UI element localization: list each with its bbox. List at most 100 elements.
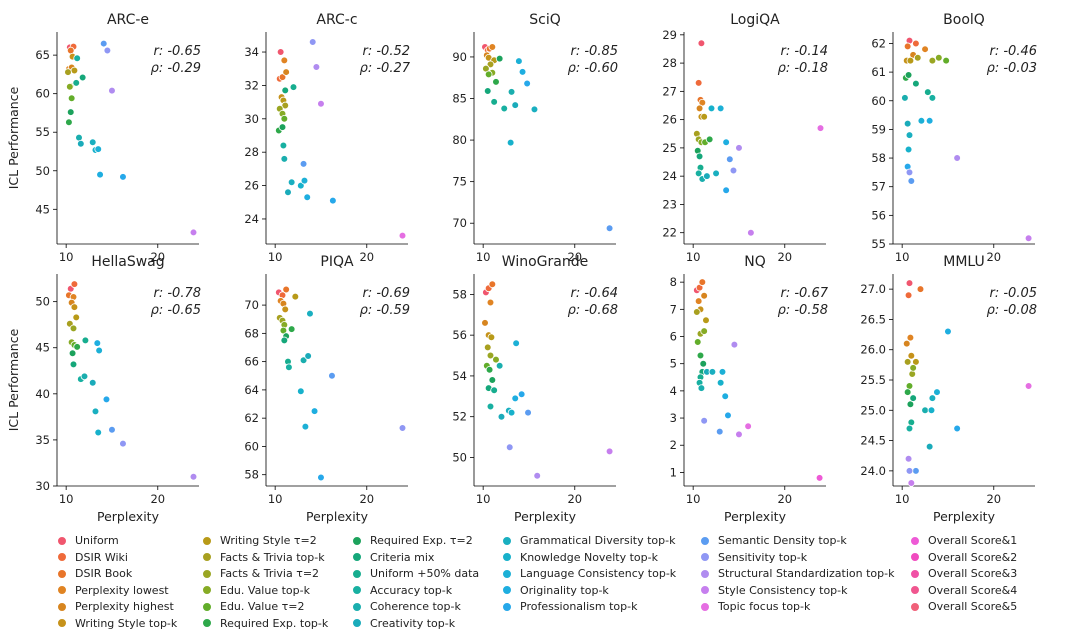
data-point [94,428,103,437]
y-tick-label: 62 [244,411,259,425]
data-point [75,133,83,142]
data-point [605,447,614,456]
legend-label: Overall Score&1 [928,534,1018,547]
data-point [716,378,725,387]
data-point [708,368,717,376]
legend-label: Criteria mix [370,550,435,564]
data-point [905,279,914,287]
data-point [505,443,514,452]
legend-label: Writing Style τ=2 [220,534,317,547]
data-point [904,454,913,463]
x-axis-label: Perplexity [514,509,577,524]
spearman-rho-label: ρ: -0.08 [987,303,1037,318]
data-point [928,394,937,402]
legend-marker [502,552,512,562]
y-tick-label: 54 [452,369,467,383]
data-point [906,56,915,65]
data-point [726,155,734,164]
panel-piqa: PIQA 58 60 62 64 66 68 70 10 20 r: -0.69 ρ: -0.59 Pe… [244,254,410,524]
data-point [299,356,308,365]
spearman-rho-label: ρ: -0.29 [151,61,201,76]
panel-arc-e: ARC-e 45 50 55 60 65 10 20 r: -0.65 ρ: -0.29 ICL P… [6,12,201,264]
data-point [73,343,81,351]
data-point [925,442,934,451]
pearson-r-label: r: -0.52 [363,44,411,59]
data-point [1024,382,1033,390]
y-tick-label: 40 [35,387,50,401]
panel-boolq: BoolQ 55 56 57 58 59 60 61 62 10 20 r: -0.46 ρ: -0.0… [871,12,1037,264]
data-point [694,297,703,305]
data-point [280,56,289,65]
data-point [282,68,290,76]
y-tick-label: 24.0 [860,464,886,478]
data-point [303,193,312,202]
legend-item: Perplexity lowest [57,582,169,599]
y-tick-label: 57 [871,180,886,194]
y-tick-label: 70 [452,216,467,230]
legend-label: Topic focus top-k [718,600,811,613]
panel-title: PIQA [320,254,354,270]
data-point [944,327,952,336]
data-point [530,105,539,114]
y-tick-label: 62 [871,36,886,50]
panel-nq: NQ 1 2 3 4 5 6 7 8 10 20 r: -0.67 ρ: -0.58 Perplexity [670,254,829,524]
data-point [722,186,730,195]
y-tick-label: 26 [662,113,677,127]
legend-label: Semantic Density top-k [718,534,847,547]
y-tick-label: 50 [35,295,50,309]
y-tick-label: 28 [662,56,677,70]
y-tick-label: 58 [452,287,467,301]
legend-marker [57,552,67,562]
y-tick-label: 66 [244,355,259,369]
data-point [495,54,504,63]
data-point [506,138,515,147]
data-point [815,474,824,482]
legend-label: Grammatical Diversity top-k [520,534,676,547]
y-tick-label: 8 [670,275,677,289]
data-point [328,371,336,380]
panel-logiqa: LogiQA 22 23 24 25 26 27 28 29 10 20 r: -0.14 ρ: -0.… [662,12,828,264]
data-point [280,115,289,123]
panel-title: NQ [744,254,766,270]
data-point [297,387,305,396]
y-tick-label: 45 [35,202,50,216]
y-tick-label: 26.5 [860,312,886,326]
legend-item: Originality top-k [502,582,609,599]
legend-marker [352,601,362,612]
data-point [281,305,290,314]
x-tick-label: 20 [359,250,374,264]
y-tick-label: 58 [244,468,259,482]
data-point [917,117,926,125]
legend-label: Overall Score&2 [928,550,1018,564]
data-point [306,309,314,318]
data-point [907,351,916,360]
data-point [700,416,708,425]
data-point [398,424,407,432]
data-point [1024,234,1033,243]
y-tick-label: 32 [244,78,259,92]
data-point [697,39,706,48]
y-tick-label: 52 [452,410,467,424]
y-tick-label: 29 [662,28,677,42]
y-tick-label: 2 [670,438,677,452]
legend-marker [352,585,362,595]
data-point [108,86,116,95]
y-tick-label: 24 [662,169,677,183]
legend-marker [352,568,362,579]
data-point [927,406,936,415]
data-point [189,472,198,481]
data-point [500,104,509,113]
panel-title: LogiQA [730,12,780,28]
legend-marker [352,618,362,628]
data-point [507,88,516,96]
legend-marker [352,552,362,562]
data-point [490,98,498,106]
legend-item: Knowledge Novelty top-k [502,549,658,566]
data-point [102,395,111,404]
data-point [88,378,97,387]
y-tick-label: 56 [871,208,886,222]
y-tick-label: 50 [452,450,467,464]
y-tick-label: 24.5 [860,434,886,448]
legend-item: Edu. Value τ=2 [202,598,304,615]
data-point [312,63,321,71]
